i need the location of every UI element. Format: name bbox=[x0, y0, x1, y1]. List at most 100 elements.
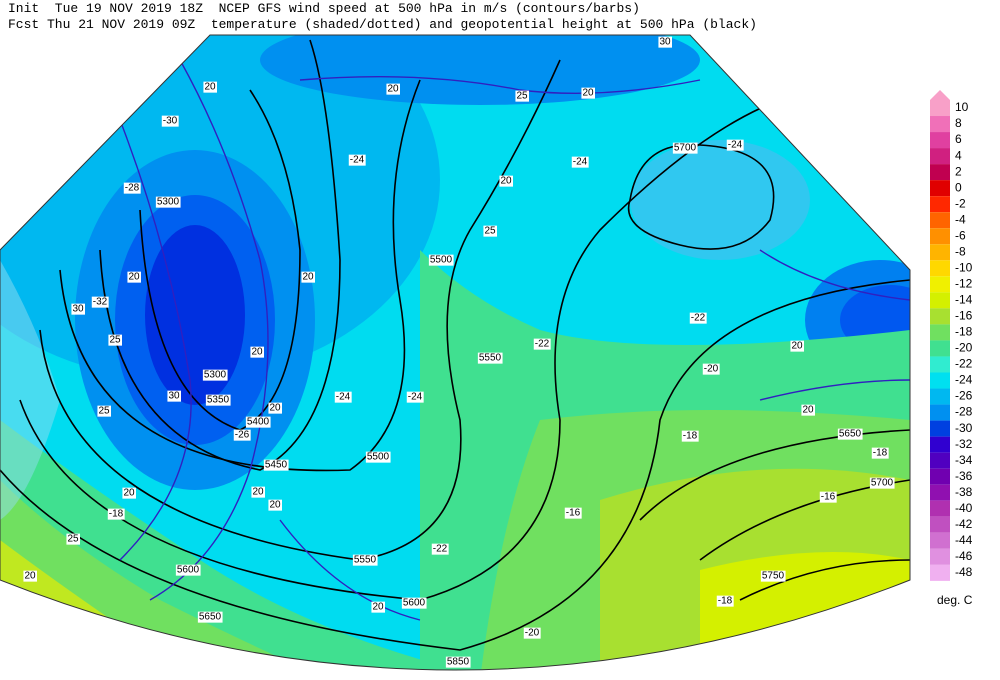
label-background bbox=[371, 601, 385, 613]
cold-region bbox=[630, 140, 810, 260]
legend-label: -22 bbox=[955, 357, 973, 371]
legend-label: 2 bbox=[955, 164, 962, 178]
label-background bbox=[268, 499, 282, 511]
legend-label: 4 bbox=[955, 148, 962, 162]
contour-label: -18 bbox=[873, 448, 888, 459]
legend-unit: deg. C bbox=[937, 593, 973, 607]
legend-label: -30 bbox=[955, 421, 973, 435]
legend-label: -46 bbox=[955, 549, 973, 563]
contour-label: -24 bbox=[350, 155, 365, 166]
map-area bbox=[0, 35, 910, 670]
label-background bbox=[268, 402, 282, 414]
legend-label: -48 bbox=[955, 565, 973, 579]
legend-swatch bbox=[930, 468, 950, 485]
header-line: Init Tue 19 NOV 2019 18Z NCEP GFS wind s… bbox=[8, 1, 640, 16]
legend-swatch bbox=[930, 372, 950, 389]
label-background bbox=[581, 87, 595, 99]
label-background bbox=[334, 391, 352, 403]
legend-label: -32 bbox=[955, 437, 973, 451]
legend-label: -14 bbox=[955, 293, 973, 307]
label-background bbox=[445, 656, 471, 668]
label-background bbox=[871, 447, 889, 459]
contour-label: 5350 bbox=[207, 395, 230, 406]
contour-label: -30 bbox=[163, 116, 178, 127]
contour-label: 20 bbox=[802, 405, 814, 416]
label-background bbox=[127, 271, 141, 283]
label-background bbox=[571, 156, 589, 168]
contour-label: 30 bbox=[72, 304, 84, 315]
contour-label: -24 bbox=[336, 392, 351, 403]
label-background bbox=[819, 491, 837, 503]
contour-label: -18 bbox=[683, 431, 698, 442]
legend-swatch bbox=[930, 180, 950, 197]
contour-label: 25 bbox=[67, 534, 79, 545]
legend-swatch bbox=[930, 356, 950, 373]
contour-label: -22 bbox=[433, 544, 448, 555]
edge-region bbox=[0, 260, 60, 520]
contour-label: 20 bbox=[269, 500, 281, 511]
contour-label: 5500 bbox=[430, 255, 453, 266]
label-background bbox=[202, 369, 228, 381]
legend-swatch bbox=[930, 484, 950, 501]
contour-label: -22 bbox=[691, 313, 706, 324]
legend-swatch bbox=[930, 500, 950, 517]
legend-swatch bbox=[930, 388, 950, 405]
legend-label: -18 bbox=[955, 325, 973, 339]
legend-swatch bbox=[930, 196, 950, 213]
contour-label: 20 bbox=[791, 341, 803, 352]
wind-contours bbox=[119, 59, 910, 621]
label-background bbox=[689, 312, 707, 324]
contour-label: -24 bbox=[408, 392, 423, 403]
legend-label: -40 bbox=[955, 501, 973, 515]
contour-label: 25 bbox=[484, 226, 496, 237]
contour-label: 5700 bbox=[674, 143, 697, 154]
label-background bbox=[123, 182, 141, 194]
label-background bbox=[523, 627, 541, 639]
label-background bbox=[250, 346, 264, 358]
contour-label: -20 bbox=[525, 628, 540, 639]
label-background bbox=[658, 36, 672, 48]
label-background bbox=[716, 595, 734, 607]
label-background bbox=[428, 254, 454, 266]
contour-label: -32 bbox=[93, 297, 108, 308]
contour-label: -16 bbox=[821, 492, 836, 503]
label-background bbox=[869, 477, 895, 489]
label-background bbox=[71, 303, 85, 315]
label-background bbox=[515, 90, 529, 102]
legend-swatch bbox=[930, 276, 950, 293]
cold-core bbox=[145, 225, 245, 405]
label-background bbox=[386, 83, 400, 95]
label-background bbox=[406, 391, 424, 403]
legend-label: 8 bbox=[955, 116, 962, 130]
contour-label: 5750 bbox=[762, 571, 785, 582]
contour-label: 20 bbox=[387, 84, 399, 95]
contour-label: 20 bbox=[24, 571, 36, 582]
contour-label: 20 bbox=[204, 82, 216, 93]
contour-label: 30 bbox=[659, 37, 671, 48]
legend-swatch bbox=[930, 212, 950, 229]
label-background bbox=[672, 142, 698, 154]
label-background bbox=[499, 175, 513, 187]
legend-label: -6 bbox=[955, 228, 966, 242]
header-line: Fcst Thu 21 NOV 2019 09Z temperature (sh… bbox=[8, 17, 757, 32]
label-background bbox=[107, 508, 125, 520]
contour-label: -18 bbox=[109, 509, 124, 520]
label-background bbox=[760, 570, 786, 582]
legend-swatch bbox=[930, 148, 950, 165]
label-background bbox=[263, 459, 289, 471]
legend-swatch bbox=[930, 228, 950, 245]
label-background bbox=[203, 81, 217, 93]
label-background bbox=[483, 225, 497, 237]
label-background bbox=[533, 338, 551, 350]
label-background bbox=[175, 564, 201, 576]
map-labels: 5300 5500 5550 5700 5300 5350 5400 5450 5500 5550… bbox=[23, 36, 895, 668]
legend-swatch bbox=[930, 99, 950, 117]
label-background bbox=[122, 487, 136, 499]
contour-label: 20 bbox=[252, 487, 264, 498]
label-background bbox=[197, 611, 223, 623]
label-background bbox=[251, 486, 265, 498]
legend-swatch bbox=[930, 260, 950, 277]
contour-label: 25 bbox=[109, 335, 121, 346]
label-background bbox=[477, 352, 503, 364]
